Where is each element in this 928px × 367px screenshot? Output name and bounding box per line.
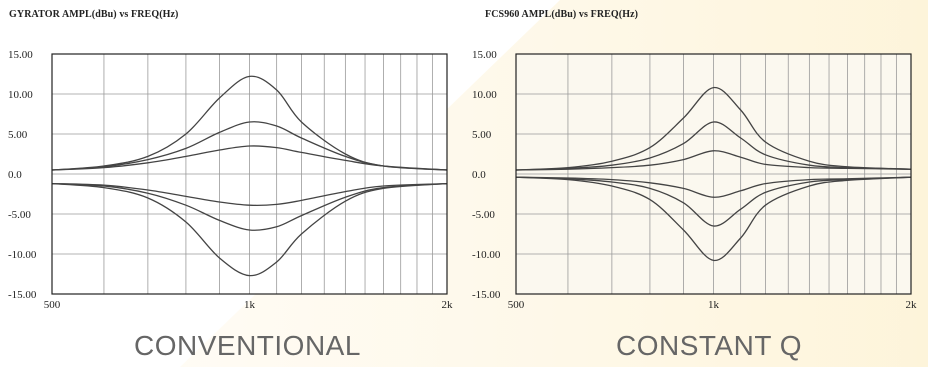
response-curve-1 [51,75,448,171]
y-tick-label: 10.00 [472,89,497,101]
y-tick-label: 0.0 [472,169,486,181]
x-tick-label: 500 [508,299,525,311]
x-tick-label: 1k [244,299,256,311]
chart-title-gyrator: GYRATOR AMPL(dBu) vs FREQ(Hz) [9,9,179,20]
x-tick-label: 500 [44,299,61,311]
response-curve-4 [51,182,448,207]
response-curve-6 [515,176,912,262]
chart-fcs960: 15.00 10.00 5.00 0.0 -5.00 -10.00 -15.00 500 1k 2… [472,49,918,311]
y-tick-label: 0.0 [8,169,22,181]
x-tick-label: 2k [906,299,918,311]
y-tick-label: -10.00 [8,249,37,261]
response-curve-4 [515,176,912,198]
response-curve-5 [515,176,912,227]
caption-conventional: CONVENTIONAL [134,330,361,361]
x-tick-label: 1k [708,299,720,311]
chart-title-fcs960: FCS960 AMPL(dBu) vs FREQ(Hz) [485,9,639,20]
y-tick-label: -5.00 [472,209,495,221]
response-curve-6 [51,182,448,277]
y-tick-label: 10.00 [8,89,33,101]
response-curve-3 [515,150,912,171]
response-curve-5 [51,182,448,231]
y-tick-label: -15.00 [8,289,37,301]
x-tick-label: 2k [442,299,454,311]
y-tick-label: -10.00 [472,249,501,261]
response-curve-1 [515,86,912,171]
chart-gyrator: 15.00 10.00 5.00 0.0 -5.00 -10.00 -15.00 500 1k 2… [8,49,454,311]
caption-constant-q: CONSTANT Q [616,330,802,361]
plot-frame [51,53,448,295]
y-tick-label: 5.00 [472,129,492,141]
y-tick-label: 15.00 [8,49,33,61]
response-curve-3 [51,145,448,171]
y-tick-label: -5.00 [8,209,31,221]
y-tick-label: 15.00 [472,49,497,61]
y-tick-label: -15.00 [472,289,501,301]
plot-frame [515,53,912,295]
response-curve-2 [51,121,448,171]
response-curve-2 [515,121,912,171]
y-tick-label: 5.00 [8,129,28,141]
